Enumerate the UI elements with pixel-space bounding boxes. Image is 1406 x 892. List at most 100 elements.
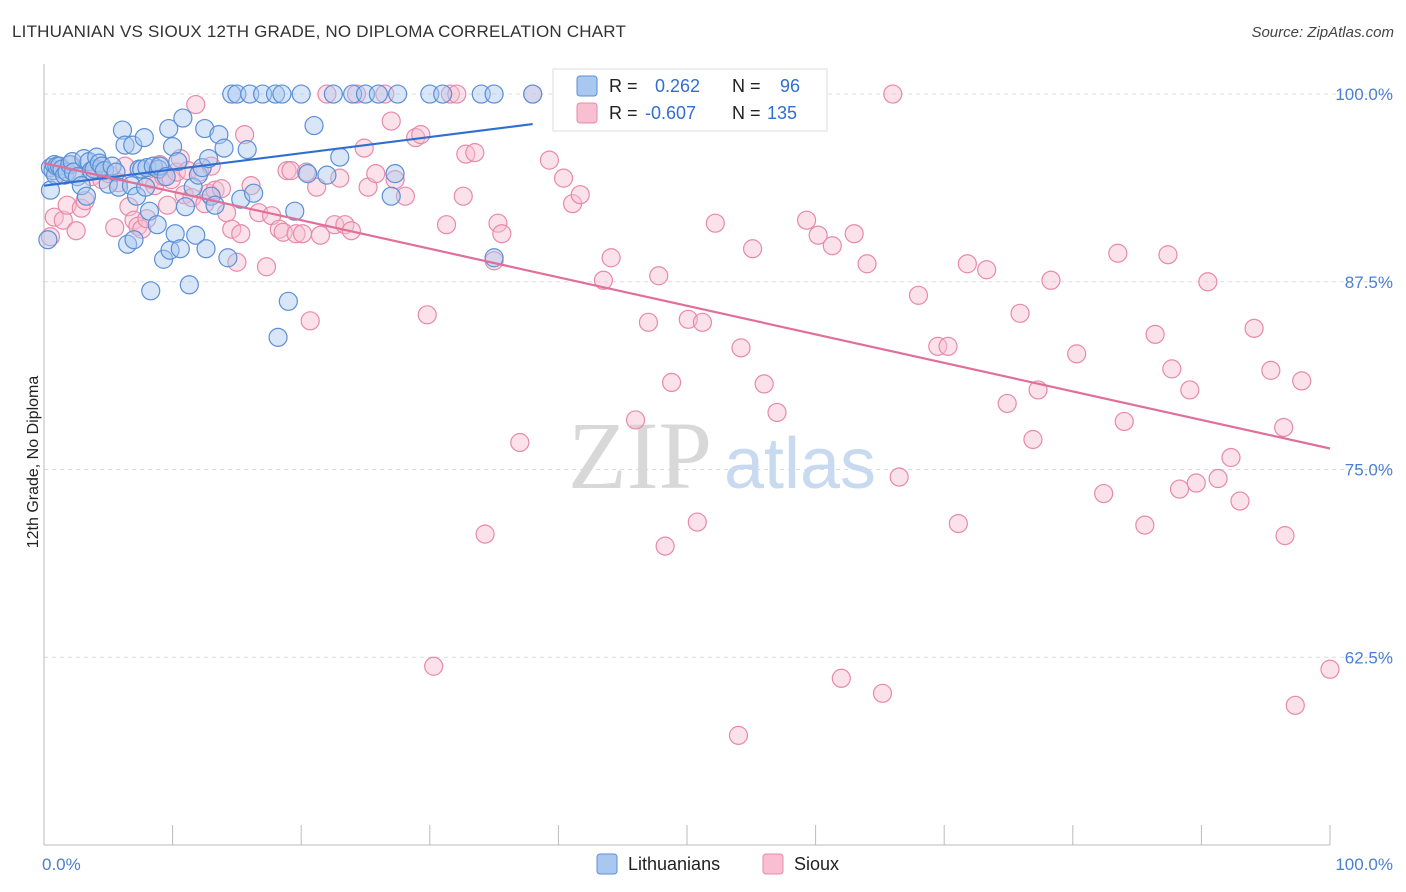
sioux-point — [227, 252, 247, 272]
sioux-point — [908, 285, 929, 305]
sioux-point — [883, 84, 903, 104]
sioux-point — [1320, 659, 1340, 679]
lithuanians-point — [163, 137, 183, 157]
lithuanians-point — [196, 239, 216, 259]
legend-n-label-sioux: N = — [732, 103, 761, 123]
sioux-point — [1094, 483, 1114, 504]
sioux-point — [1221, 447, 1241, 468]
sioux-point — [424, 656, 444, 676]
sioux-point — [281, 161, 301, 181]
sioux-point — [625, 410, 646, 430]
sioux-point — [1108, 243, 1128, 263]
sioux-point — [822, 236, 842, 256]
sioux-point — [453, 186, 473, 206]
sioux-point — [1208, 468, 1228, 489]
chart-title: LITHUANIAN VS SIOUX 12TH GRADE, NO DIPLO… — [12, 22, 627, 41]
lithuanians-point — [199, 149, 219, 169]
sioux-point — [475, 524, 495, 544]
lithuanians-point — [218, 248, 238, 268]
lithuanians-point — [368, 84, 388, 104]
sioux-point — [66, 221, 86, 241]
x-tick-label-0: 0.0% — [42, 855, 81, 874]
lithuanians-point — [186, 225, 206, 245]
sioux-point — [231, 224, 251, 244]
sioux-point — [692, 312, 713, 332]
sioux-point — [928, 336, 948, 356]
sioux-point — [844, 224, 864, 244]
lithuanians-point — [168, 152, 188, 172]
lithuanians-point — [244, 183, 264, 203]
sioux-point — [649, 266, 669, 286]
legend-r-label-lithuanians: R = — [609, 76, 638, 96]
y-tick-label-0: 62.5% — [1345, 648, 1393, 667]
lithuanians-point — [156, 167, 176, 187]
source-credit: Source: ZipAtlas.com — [1251, 24, 1394, 41]
lithuanians-point — [62, 152, 82, 172]
sioux-point — [1169, 479, 1190, 499]
sioux-point — [40, 227, 61, 247]
lithuanians-point — [115, 135, 135, 155]
bottom-swatch-sioux — [762, 853, 784, 875]
x-tick-labels: 0.0% 100.0% — [42, 855, 1393, 874]
lithuanians-point — [484, 84, 504, 104]
series-legend: Lithuanians Sioux — [596, 853, 839, 875]
sioux-point — [186, 94, 206, 115]
sioux-point — [1180, 380, 1200, 400]
sioux-point — [731, 338, 751, 358]
sioux-point — [742, 239, 763, 259]
sioux-point — [705, 213, 725, 233]
lithuanians-point — [175, 197, 196, 217]
lithuanians-point — [165, 224, 185, 244]
lithuanians-trend-line — [43, 122, 533, 187]
lithuanians-point — [159, 118, 179, 139]
grid-lines — [44, 93, 1392, 658]
lithuanians-points — [38, 84, 543, 347]
watermark: ZIP atlas — [568, 402, 876, 509]
sioux-point — [1285, 695, 1305, 715]
sioux-point — [539, 150, 559, 170]
sioux-point — [132, 219, 152, 239]
x-tick-label-1: 100.0% — [1335, 855, 1393, 874]
sioux-point — [1274, 417, 1294, 438]
lithuanians-point — [523, 84, 543, 104]
lithuanians-point — [385, 164, 405, 184]
sioux-point — [411, 124, 431, 145]
sioux-point — [889, 467, 909, 487]
sioux-point — [997, 393, 1017, 414]
sioux-point — [1162, 359, 1182, 379]
lithuanians-point — [195, 118, 215, 139]
sioux-point — [510, 432, 530, 453]
lithuanians-point — [112, 120, 133, 140]
sioux-point — [436, 215, 457, 235]
sioux-point — [53, 210, 73, 230]
sioux-point — [957, 254, 977, 274]
lithuanians-point — [237, 140, 257, 160]
sioux-point — [1067, 344, 1087, 364]
lithuanians-point — [304, 115, 324, 136]
lithuanians-point — [298, 164, 318, 184]
bottom-swatch-lithuanians — [596, 853, 618, 875]
lithuanians-point — [173, 108, 193, 128]
sioux-point — [1261, 360, 1281, 380]
lithuanians-point — [433, 84, 453, 104]
sioux-point — [728, 725, 749, 745]
sioux-point — [292, 224, 313, 244]
sioux-point — [570, 185, 590, 205]
lithuanians-point — [123, 135, 143, 155]
sioux-point — [1010, 303, 1030, 323]
sioux-trend-line — [43, 162, 1331, 450]
sioux-point — [488, 213, 508, 233]
sioux-point — [296, 162, 316, 182]
bottom-legend-sioux: Sioux — [794, 854, 839, 874]
bottom-legend-lithuanians: Lithuanians — [628, 854, 720, 874]
sioux-point — [465, 143, 485, 163]
sioux-point — [872, 683, 893, 703]
sioux-point — [492, 224, 512, 244]
sioux-point — [938, 336, 958, 356]
sioux-point — [235, 124, 255, 145]
legend-swatch-sioux — [576, 102, 598, 124]
lithuanians-point — [285, 201, 305, 221]
sioux-point — [417, 305, 437, 325]
sioux-point — [256, 257, 277, 277]
